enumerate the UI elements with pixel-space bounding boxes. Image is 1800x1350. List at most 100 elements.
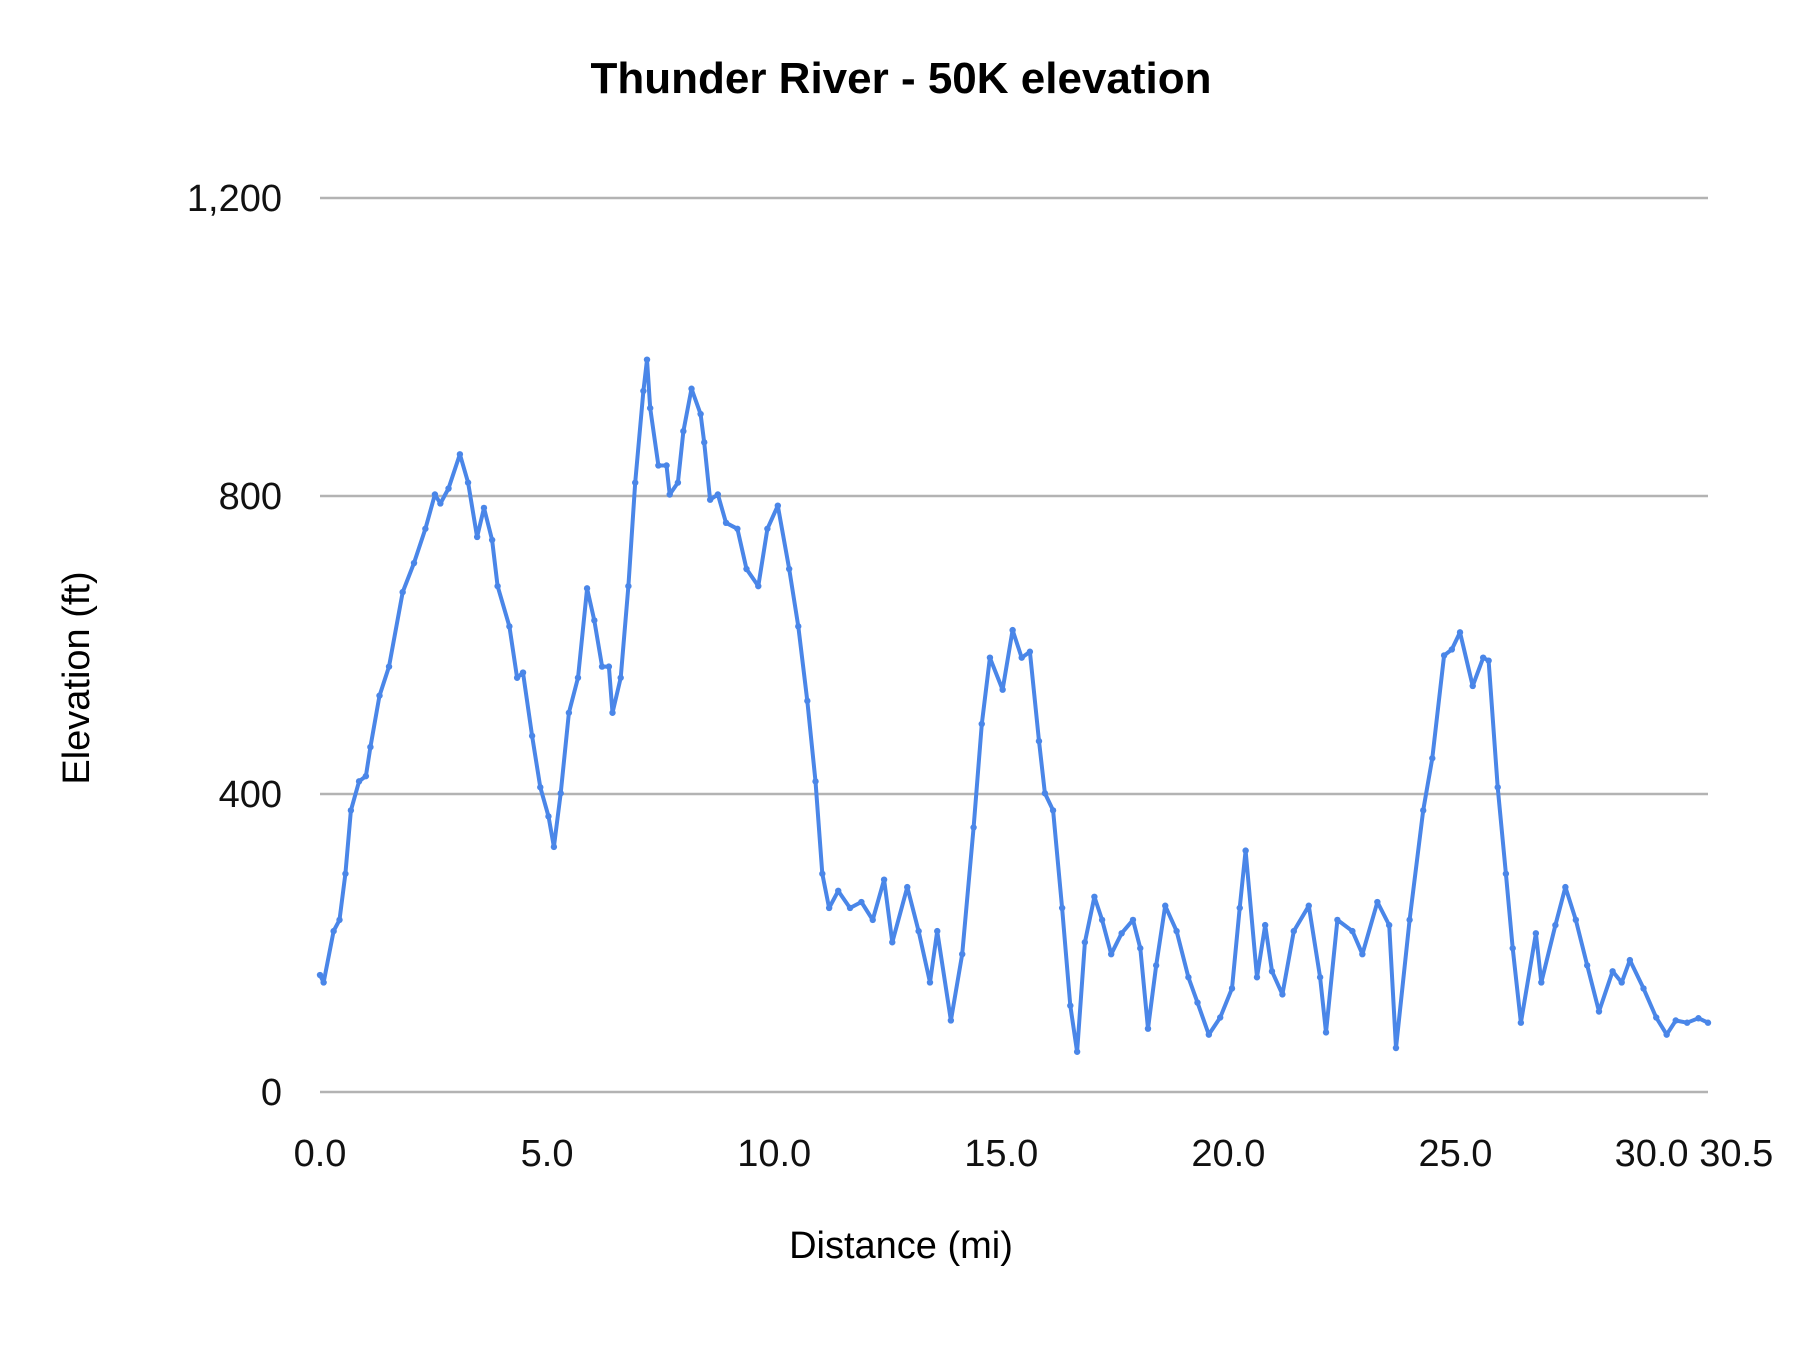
- data-point: [986, 654, 994, 661]
- y-axis-ticks: 0 400 800 1,200: [187, 178, 282, 1114]
- data-point: [1185, 974, 1192, 981]
- data-point: [1026, 648, 1034, 655]
- data-point: [431, 491, 439, 498]
- data-point: [506, 623, 513, 630]
- data-point: [1683, 1019, 1691, 1026]
- data-point: [422, 525, 429, 532]
- data-point: [655, 462, 662, 469]
- x-tick-label: 0.0: [294, 1133, 347, 1175]
- data-point: [1334, 916, 1341, 924]
- data-point: [1144, 1025, 1152, 1032]
- data-point: [1137, 945, 1144, 952]
- data-point: [574, 674, 582, 681]
- data-point: [825, 904, 833, 912]
- data-point: [666, 491, 673, 498]
- data-point: [473, 533, 481, 541]
- data-point: [355, 778, 363, 785]
- data-point: [1494, 784, 1501, 791]
- data-point: [367, 743, 374, 751]
- x-tick-label: 30.0: [1615, 1133, 1689, 1175]
- data-point: [456, 451, 464, 458]
- data-point: [445, 485, 452, 492]
- data-point: [1640, 985, 1647, 992]
- data-point: [1253, 974, 1261, 981]
- data-point: [347, 807, 355, 814]
- data-point: [858, 898, 865, 906]
- data-point: [846, 904, 854, 912]
- data-point: [625, 582, 632, 590]
- data-point: [1479, 654, 1487, 661]
- data-point: [1152, 962, 1160, 969]
- data-point: [680, 427, 687, 435]
- data-point: [835, 887, 842, 895]
- y-tick-label: 0: [261, 1072, 282, 1114]
- data-point: [480, 504, 488, 512]
- data-point: [1073, 1048, 1081, 1055]
- data-point: [970, 824, 977, 831]
- data-point: [1609, 968, 1616, 975]
- data-point: [743, 565, 750, 573]
- data-point: [926, 979, 934, 986]
- data-point: [1672, 1017, 1679, 1024]
- data-point: [674, 479, 682, 486]
- data-point: [1009, 626, 1016, 634]
- data-point: [688, 385, 695, 392]
- data-point: [609, 709, 616, 716]
- data-point: [1562, 883, 1569, 891]
- data-point: [1618, 979, 1625, 986]
- y-axis-title: Elevation (ft): [56, 571, 98, 784]
- data-point: [550, 843, 558, 851]
- data-point: [1107, 950, 1115, 958]
- data-point: [1406, 916, 1413, 924]
- data-point: [1385, 921, 1393, 929]
- data-point: [755, 582, 762, 590]
- data-point: [1305, 902, 1312, 909]
- data-point: [537, 784, 544, 791]
- data-point: [605, 663, 613, 670]
- data-point: [385, 663, 393, 670]
- data-point: [519, 669, 527, 676]
- data-point: [1485, 657, 1492, 664]
- data-point: [1205, 1031, 1213, 1038]
- data-point: [1290, 927, 1297, 935]
- y-tick-label: 800: [219, 476, 282, 518]
- data-point: [904, 883, 911, 891]
- data-point: [1316, 974, 1324, 981]
- data-point: [1162, 902, 1169, 909]
- data-point: [934, 927, 941, 935]
- data-point: [1626, 956, 1634, 964]
- data-point: [632, 479, 639, 486]
- data-point: [583, 585, 591, 592]
- series-points: [316, 356, 1712, 1055]
- data-point: [410, 559, 418, 567]
- data-point: [706, 496, 714, 503]
- data-point: [342, 870, 349, 877]
- data-point: [804, 697, 811, 705]
- data-point: [697, 410, 704, 418]
- data-point: [1118, 930, 1125, 937]
- data-point: [1091, 893, 1098, 901]
- x-tick-label: 15.0: [964, 1133, 1038, 1175]
- data-point: [812, 778, 819, 785]
- x-axis-title: Distance (mi): [789, 1225, 1013, 1267]
- data-point: [785, 565, 793, 573]
- x-tick-label: 30.5: [1699, 1133, 1773, 1175]
- data-point: [774, 502, 782, 509]
- data-point: [376, 692, 383, 699]
- data-point: [1098, 916, 1106, 924]
- data-point: [1035, 737, 1043, 745]
- y-tick-label: 1,200: [187, 178, 282, 220]
- data-point: [617, 674, 624, 681]
- data-point: [889, 939, 896, 946]
- chart-title: Thunder River - 50K elevation: [590, 54, 1211, 103]
- data-point: [1067, 1002, 1074, 1009]
- x-axis-ticks: 0.0 5.0 10.0 15.0 20.0 25.0 30.0 30.5: [294, 1133, 1774, 1175]
- x-tick-label: 20.0: [1191, 1133, 1265, 1175]
- data-point: [1420, 807, 1427, 814]
- x-tick-label: 10.0: [737, 1133, 811, 1175]
- data-point: [464, 479, 472, 486]
- data-point: [1374, 898, 1381, 906]
- data-point: [646, 404, 654, 412]
- data-point: [1704, 1019, 1712, 1026]
- data-point: [488, 536, 496, 544]
